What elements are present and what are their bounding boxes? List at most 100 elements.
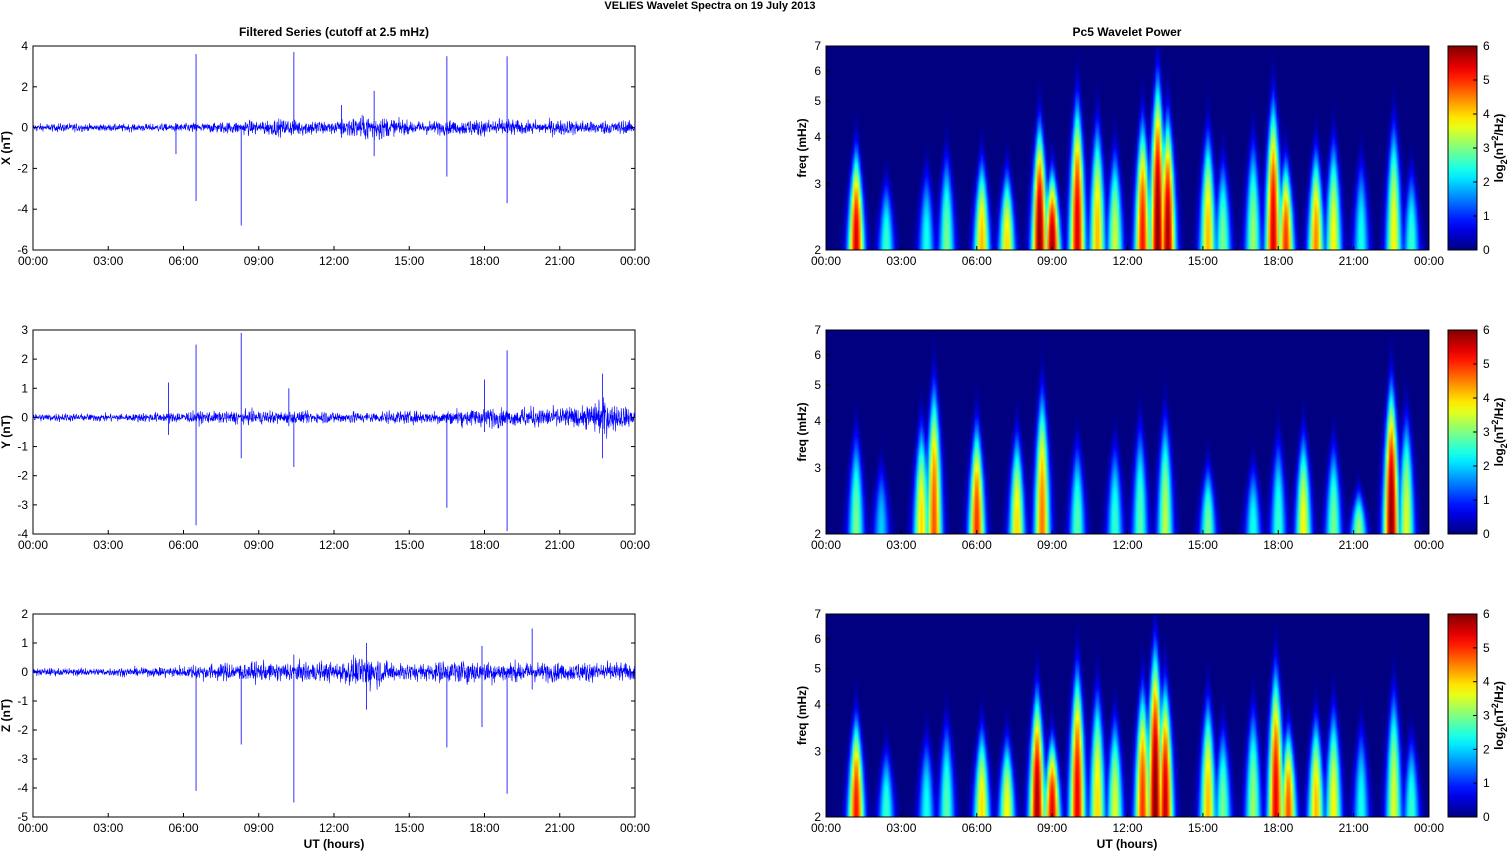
y-tick-label: 1 [21,381,28,395]
y-tick-label: -3 [17,752,28,766]
colorbar-tick-label: 6 [1483,39,1490,53]
wavelet-panel-x: 2 3 4 5 6 7 00:00 03:00 06:00 09:00 12:00 15:00 18:0… [795,39,1509,268]
y-tick-label: 6 [814,64,821,78]
wavelet-x-tick-label: 03:00 [886,254,916,268]
series-x-tick-label: 21:00 [545,538,575,552]
wavelet-x-tick-label: 18:00 [1263,538,1293,552]
y-tick-label: -4 [17,527,28,541]
series-x-tick-label: 06:00 [168,821,198,835]
y-tick-label: 3 [814,461,821,475]
wavelet-x-tick-label: 06:00 [962,821,992,835]
colorbar-tick-label: 2 [1483,742,1490,756]
y-tick-label: 4 [21,39,28,53]
series-panel-z: -5 -4 -3 -2 -1 0 1 2 00:00 03:00 06:00 09:00 12:00 15… [0,607,650,835]
colorbar-tick-label: 5 [1483,641,1490,655]
y-tick-label: -3 [17,498,28,512]
colorbar [1447,329,1478,535]
series-x-tick-label: 18:00 [469,538,499,552]
colorbar-tick-label: 2 [1483,175,1490,189]
y-tick-label: -5 [17,810,28,824]
colorbar-tick-label: 1 [1483,776,1490,790]
y-tick-label: -2 [17,161,28,175]
series-x-tick-label: 12:00 [319,538,349,552]
wavelet-panel-y: 2 3 4 5 6 7 00:00 03:00 06:00 09:00 12:00 15:00 18:0… [795,323,1509,552]
wavelet-x-tick-label: 12:00 [1112,538,1142,552]
series-x-tick-label: 12:00 [319,821,349,835]
wavelet-x-tick-label: 03:00 [886,821,916,835]
y-tick-label: 6 [814,632,821,646]
series-panel-x: -6 -4 -2 0 2 4 00:00 03:00 06:00 09:00 12:00 15:00 1… [0,39,650,268]
series-x-tick-label: 00:00 [620,821,650,835]
y-tick-label: -1 [17,694,28,708]
wavelet-x-tick-label: 03:00 [886,538,916,552]
colorbar-label: log2(nT2/Hz) [1490,114,1509,183]
wavelet-x-tick-label: 15:00 [1188,538,1218,552]
y-tick-label: 2 [814,527,821,541]
colorbar-tick-label: 6 [1483,323,1490,337]
y-tick-label: -4 [17,781,28,795]
series-x-tick-label: 09:00 [244,821,274,835]
colorbar-tick-label: 6 [1483,607,1490,621]
plot-area [32,45,636,251]
wavelet-x-tick-label: 00:00 [811,821,841,835]
colorbar-tick-label: 5 [1483,357,1490,371]
series-x-tick-label: 21:00 [545,821,575,835]
series-x-tick-label: 00:00 [18,821,48,835]
wavelet-x-tick-label: 00:00 [811,538,841,552]
y-tick-label: 5 [814,94,821,108]
left-time-axis-label: UT (hours) [304,837,365,851]
series-x-tick-label: 15:00 [394,821,424,835]
y-axis-label: X (nT) [0,131,13,165]
y-tick-label: 7 [814,323,821,337]
plot-area [32,613,636,818]
series-x-tick-label: 18:00 [469,254,499,268]
y-axis-label: Z (nT) [0,699,13,732]
wavelet-x-tick-label: 06:00 [962,538,992,552]
colorbar-label: log2(nT2/Hz) [1490,398,1509,467]
series-x-tick-label: 15:00 [394,254,424,268]
colorbar-tick-label: 0 [1483,527,1490,541]
wavelet-panel-z: 2 3 4 5 6 7 00:00 03:00 06:00 09:00 12:00 15:00 18:0… [795,607,1509,835]
series-x-tick-label: 09:00 [244,254,274,268]
wavelet-x-tick-label: 12:00 [1112,254,1142,268]
wavelet-x-tick-label: 21:00 [1339,538,1369,552]
wavelet-x-tick-label: 12:00 [1112,821,1142,835]
wavelet-x-tick-label: 21:00 [1339,254,1369,268]
colorbar-label: log2(nT2/Hz) [1490,681,1509,750]
series-x-tick-label: 03:00 [93,821,123,835]
series-panel-y: -4 -3 -2 -1 0 1 2 3 00:00 03:00 06:00 09:00 12:00 15:… [0,323,650,552]
series-x-tick-label: 00:00 [620,538,650,552]
y-tick-label: -2 [17,723,28,737]
colorbar-tick-label: 3 [1483,709,1490,723]
colorbar-tick-label: 2 [1483,459,1490,473]
colorbar [1447,45,1478,251]
wavelet-x-tick-label: 00:00 [1414,254,1444,268]
y-axis-label: freq (mHz) [795,118,809,177]
y-tick-label: 2 [21,607,28,621]
series-x-tick-label: 18:00 [469,821,499,835]
series-x-tick-label: 00:00 [620,254,650,268]
wavelet-power-heatmap [826,330,1429,534]
y-tick-label: 2 [21,80,28,94]
y-tick-label: 0 [21,410,28,424]
wavelet-x-tick-label: 00:00 [1414,821,1444,835]
colorbar-tick-label: 1 [1483,493,1490,507]
series-x-tick-label: 15:00 [394,538,424,552]
y-tick-label: 5 [814,662,821,676]
series-x-tick-label: 06:00 [168,538,198,552]
y-tick-label: 4 [814,414,821,428]
series-x-tick-label: 12:00 [319,254,349,268]
y-tick-label: 3 [21,323,28,337]
y-tick-label: 2 [21,352,28,366]
y-tick-label: -1 [17,440,28,454]
wavelet-x-tick-label: 09:00 [1037,254,1067,268]
y-tick-label: -4 [17,202,28,216]
wavelet-x-tick-label: 18:00 [1263,821,1293,835]
series-x-tick-label: 00:00 [18,254,48,268]
colorbar-tick-label: 1 [1483,209,1490,223]
colorbar-tick-label: 3 [1483,141,1490,155]
colorbar [1447,613,1478,818]
y-tick-label: 7 [814,607,821,621]
y-tick-label: 0 [21,665,28,679]
